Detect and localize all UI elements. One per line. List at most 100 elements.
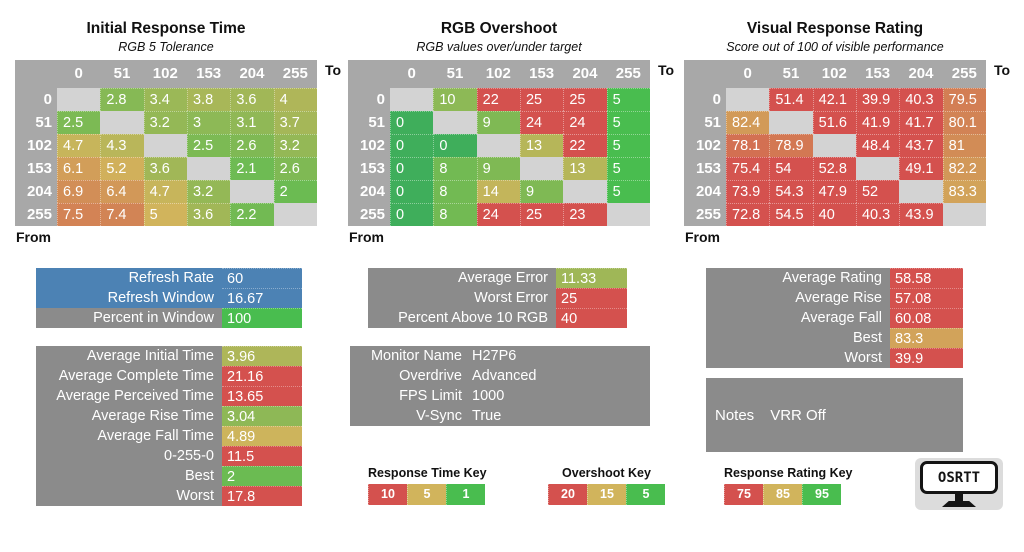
heatmap-cell: 42.1 (812, 88, 856, 111)
axis-to-label: To (994, 62, 1011, 78)
refresh-info-row: Refresh Rate 60 (36, 268, 302, 288)
heatmap-cell: 82.2 (942, 157, 986, 180)
heatmap-cell: 0 (390, 134, 434, 157)
summary-label: Average Error (368, 268, 556, 288)
heatmap-cell: 40.3 (855, 203, 900, 226)
heatmap-grid: 0 51 102 153 204 255 0 2.8 3.4 3.8 3.6 4 51 2.5 3.2 3 3.… (15, 60, 317, 226)
color-key-swatch: 15 (587, 484, 626, 505)
heatmap-cell: 40.3 (899, 88, 943, 111)
heatmap-grid: 0 51 102 153 204 255 0 51.4 42.1 39.9 40.3 79.5 51 82… (684, 60, 986, 226)
heatmap-cell: 2.5 (57, 111, 101, 134)
heatmap-cell: 3.2 (143, 111, 187, 134)
heatmap-diagonal-cell (563, 180, 607, 203)
info-label: FPS Limit (399, 388, 462, 404)
time-summary-row: Average Complete Time 21.16 (36, 366, 302, 386)
time-summary-row: Average Fall Time 4.89 (36, 426, 302, 446)
heatmap-row-header: 102 (695, 137, 721, 154)
color-key-swatch: 75 (724, 484, 763, 505)
heatmap-diagonal-cell (726, 88, 770, 111)
summary-value: 83.3 (890, 328, 963, 348)
summary-label: Average Fall (706, 308, 890, 328)
heatmap-cell: 41.7 (899, 111, 943, 134)
color-key-swatch: 10 (368, 484, 407, 505)
heatmap-col-header: 153 (196, 65, 222, 82)
rating-summary-row: Worst 39.9 (706, 348, 963, 368)
monitor-info-box: Monitor Name H27P6 Overdrive Advanced FPS Li… (350, 346, 650, 426)
color-key-swatch: 20 (548, 484, 587, 505)
heatmap-diagonal-cell (186, 157, 231, 180)
heatmap-col-header: 204 (908, 65, 934, 82)
heatmap-cell: 6.9 (57, 180, 101, 203)
heatmap-col-header: 255 (615, 65, 641, 82)
summary-value: 13.65 (222, 386, 302, 406)
color-key-title: Response Rating Key (724, 466, 853, 480)
heatmap-cell: 24 (563, 111, 607, 134)
heatmap-cell: 22 (476, 88, 520, 111)
heatmap-cell: 5 (606, 111, 650, 134)
heatmap-title: Initial Response Time (86, 20, 246, 37)
heatmap-cell: 79.5 (942, 88, 986, 111)
heatmap-diagonal-cell (273, 203, 317, 226)
heatmap-diagonal-cell (57, 88, 101, 111)
summary-value: 11.33 (556, 268, 627, 288)
heatmap-cell: 6.4 (100, 180, 144, 203)
color-key-swatch: 1 (446, 484, 485, 505)
refresh-info-box: Refresh Rate 60 Refresh Window 16.67 Percent… (36, 268, 302, 328)
heatmap-cell: 52 (855, 180, 900, 203)
heatmap-col-header: 51 (782, 65, 800, 82)
summary-value: 39.9 (890, 348, 963, 368)
overshoot-summary-row: Percent Above 10 RGB 40 (368, 308, 627, 328)
color-key-swatch: 95 (802, 484, 841, 505)
heatmap-cell: 52.8 (812, 157, 856, 180)
heatmap-col-header: 204 (239, 65, 265, 82)
summary-value: 11.5 (222, 446, 302, 466)
summary-label: Best (36, 466, 222, 486)
color-key-swatches: 20 15 5 (548, 484, 665, 505)
heatmap-row-header: 255 (359, 206, 385, 223)
color-key-swatch: 5 (626, 484, 665, 505)
summary-label: Worst (36, 486, 222, 506)
heatmap-row-header: 51 (368, 114, 385, 131)
heatmap-cell: 2.2 (230, 203, 274, 226)
heatmap-col-header: 102 (152, 65, 178, 82)
info-value: Advanced (472, 368, 537, 384)
summary-label: Average Rise (706, 288, 890, 308)
heatmap-cell: 75.4 (726, 157, 770, 180)
heatmap-cell: 0 (433, 134, 477, 157)
heatmap-col-header: 51 (446, 65, 464, 82)
color-key-swatches: 10 5 1 (368, 484, 485, 505)
summary-value: 57.08 (890, 288, 963, 308)
heatmap-cell: 3.4 (143, 88, 187, 111)
heatmap-cell: 25 (519, 88, 564, 111)
heatmap-cell: 14 (476, 180, 520, 203)
heatmap-row-header: 51 (704, 114, 721, 131)
info-label: Overdrive (399, 368, 462, 384)
heatmap-grid: 0 51 102 153 204 255 0 10 22 25 25 5 51 0 9 24 24 5 102 0 0 1… (348, 60, 650, 226)
time-summary-row: Average Perceived Time 13.65 (36, 386, 302, 406)
heatmap-row-header: 153 (26, 160, 52, 177)
heatmap-cell: 54.5 (769, 203, 813, 226)
rating-summary-box: Average Rating 58.58 Average Rise 57.08 Aver… (706, 268, 963, 368)
heatmap-row-header: 204 (359, 183, 385, 200)
heatmap-cell: 83.3 (942, 180, 986, 203)
color-key-swatch: 5 (407, 484, 446, 505)
heatmap-cell: 5 (606, 134, 650, 157)
summary-value: 4.89 (222, 426, 302, 446)
heatmap-row-header: 102 (26, 137, 52, 154)
summary-label: 0-255-0 (36, 446, 222, 466)
summary-value: 17.8 (222, 486, 302, 506)
heatmap-cell: 7.5 (57, 203, 101, 226)
heatmap-cell: 78.9 (769, 134, 813, 157)
heatmap-cell: 8 (433, 203, 477, 226)
heatmap-cell: 81 (942, 134, 986, 157)
color-key-title: Response Time Key (368, 466, 487, 480)
heatmap-cell: 54 (769, 157, 813, 180)
heatmap-cell: 3.2 (273, 134, 317, 157)
time-summary-row: Best 2 (36, 466, 302, 486)
heatmap-diagonal-cell (390, 88, 434, 111)
heatmap-row-header: 255 (695, 206, 721, 223)
heatmap-subtitle: Score out of 100 of visible performance (726, 40, 944, 54)
heatmap-cell: 49.1 (899, 157, 943, 180)
heatmap-col-header: 204 (572, 65, 598, 82)
summary-value: 21.16 (222, 366, 302, 386)
